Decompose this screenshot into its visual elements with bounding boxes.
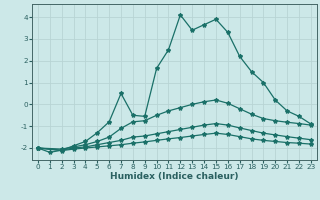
X-axis label: Humidex (Indice chaleur): Humidex (Indice chaleur) — [110, 172, 239, 181]
